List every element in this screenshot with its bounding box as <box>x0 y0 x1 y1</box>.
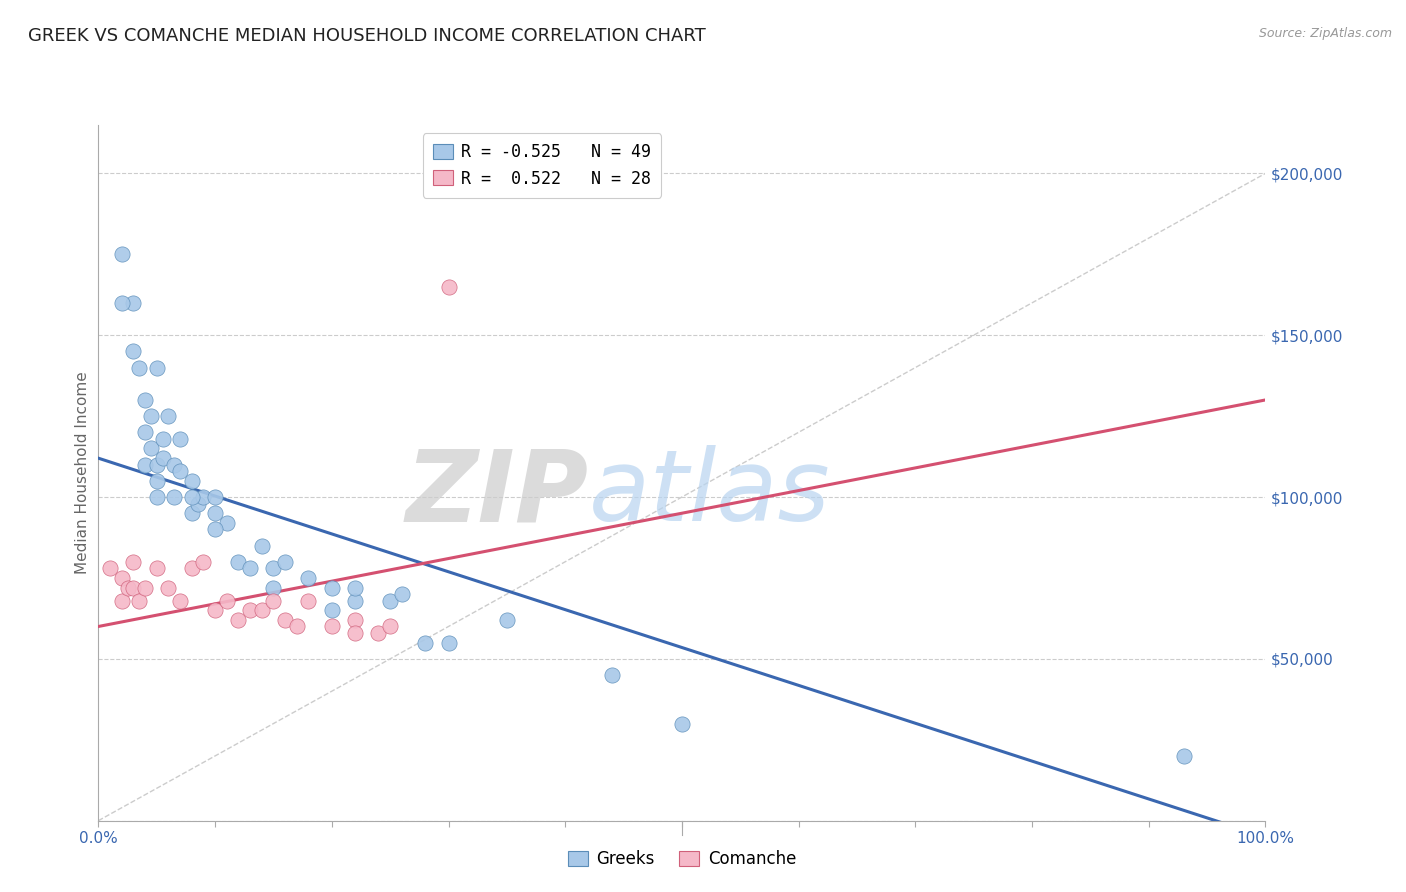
Point <box>204 603 226 617</box>
Point <box>111 593 134 607</box>
Point <box>1173 748 1195 763</box>
Point <box>122 581 145 595</box>
Point <box>134 581 156 595</box>
Point <box>321 603 343 617</box>
Point <box>321 619 343 633</box>
Point <box>437 635 460 649</box>
Point <box>128 593 150 607</box>
Point <box>193 490 215 504</box>
Point <box>204 490 226 504</box>
Point <box>146 490 169 504</box>
Point <box>134 425 156 440</box>
Point <box>117 581 139 595</box>
Point <box>122 296 145 310</box>
Point <box>413 635 436 649</box>
Point <box>321 581 343 595</box>
Point <box>297 571 319 585</box>
Point <box>169 593 191 607</box>
Point <box>391 587 413 601</box>
Point <box>139 409 162 424</box>
Point <box>163 458 186 472</box>
Point <box>169 432 191 446</box>
Point <box>215 593 238 607</box>
Point <box>437 279 460 293</box>
Point <box>146 561 169 575</box>
Point <box>344 581 367 595</box>
Point <box>169 464 191 478</box>
Point <box>262 561 284 575</box>
Point <box>204 522 226 536</box>
Point <box>134 458 156 472</box>
Point <box>157 581 180 595</box>
Point <box>180 506 202 520</box>
Text: ZIP: ZIP <box>405 445 589 542</box>
Y-axis label: Median Household Income: Median Household Income <box>75 371 90 574</box>
Point <box>134 392 156 407</box>
Point <box>378 619 402 633</box>
Point <box>262 593 284 607</box>
Point <box>228 555 250 569</box>
Point <box>239 603 262 617</box>
Point <box>157 409 180 424</box>
Point <box>250 539 273 553</box>
Point <box>250 603 273 617</box>
Point <box>671 716 693 731</box>
Point <box>111 247 134 261</box>
Point <box>180 561 202 575</box>
Point <box>262 581 284 595</box>
Point <box>111 296 134 310</box>
Point <box>495 613 517 627</box>
Point <box>128 360 150 375</box>
Point <box>600 668 623 682</box>
Point <box>367 626 389 640</box>
Point <box>146 360 169 375</box>
Point <box>344 626 367 640</box>
Point <box>180 474 202 488</box>
Point <box>152 432 174 446</box>
Point <box>228 613 250 627</box>
Point <box>111 571 134 585</box>
Point <box>146 474 169 488</box>
Text: Source: ZipAtlas.com: Source: ZipAtlas.com <box>1258 27 1392 40</box>
Point <box>180 490 202 504</box>
Point <box>146 458 169 472</box>
Point <box>122 344 145 359</box>
Point <box>215 516 238 530</box>
Point <box>163 490 186 504</box>
Point <box>193 555 215 569</box>
Point <box>204 506 226 520</box>
Point <box>378 593 402 607</box>
Point <box>285 619 308 633</box>
Point <box>274 613 297 627</box>
Point <box>122 555 145 569</box>
Legend: Greeks, Comanche: Greeks, Comanche <box>561 844 803 875</box>
Point <box>344 613 367 627</box>
Point <box>344 593 367 607</box>
Point <box>297 593 319 607</box>
Point <box>274 555 297 569</box>
Point <box>152 451 174 466</box>
Text: GREEK VS COMANCHE MEDIAN HOUSEHOLD INCOME CORRELATION CHART: GREEK VS COMANCHE MEDIAN HOUSEHOLD INCOM… <box>28 27 706 45</box>
Point <box>239 561 262 575</box>
Point <box>139 442 162 456</box>
Text: atlas: atlas <box>589 445 830 542</box>
Point <box>98 561 121 575</box>
Point <box>187 496 209 510</box>
